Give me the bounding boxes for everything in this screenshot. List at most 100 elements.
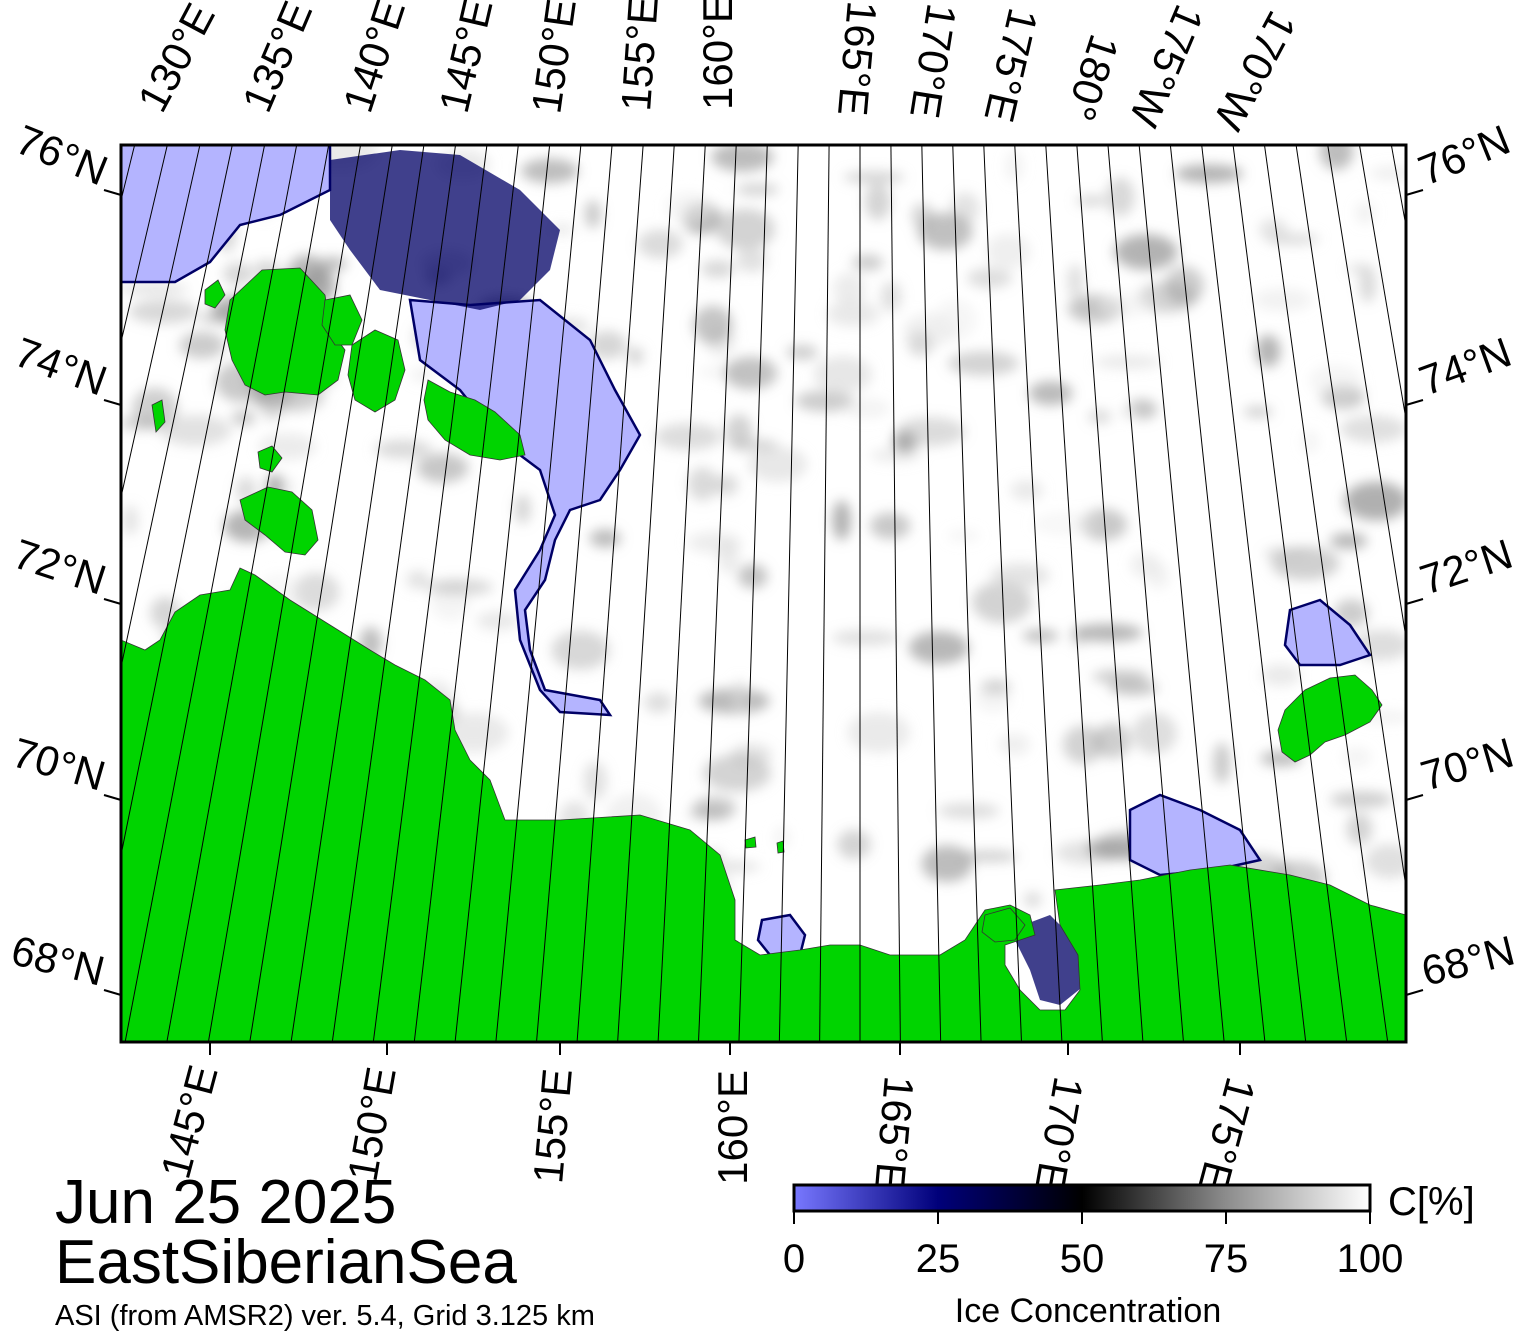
ice-texture-patch bbox=[725, 414, 753, 448]
ice-texture-patch bbox=[947, 529, 981, 542]
ice-texture-patch bbox=[1369, 165, 1406, 181]
date-title: Jun 25 2025 bbox=[55, 1168, 397, 1237]
meridian-line bbox=[617, 145, 675, 1042]
meridian-line bbox=[983, 145, 1023, 1042]
source-note: ASI (from AMSR2) ver. 5.4, Grid 3.125 km bbox=[55, 1300, 595, 1332]
meridian-line bbox=[1014, 145, 1063, 1042]
ice-texture-patch bbox=[1093, 723, 1131, 759]
ice-texture-patch bbox=[1365, 843, 1406, 879]
ice-texture-patch bbox=[917, 213, 973, 250]
ice-texture-patch bbox=[410, 367, 435, 383]
ice-texture-patch bbox=[406, 570, 430, 589]
lat-label-right-74: 74°N bbox=[1413, 328, 1517, 404]
meridian-line bbox=[331, 145, 457, 1042]
ice-texture-patch bbox=[748, 446, 807, 482]
meridian-line bbox=[921, 145, 942, 1042]
ice-texture-patch bbox=[374, 439, 432, 459]
ice-texture-patch bbox=[735, 183, 780, 196]
ice-texture-patch bbox=[627, 347, 644, 365]
lat-label-right-70: 70°N bbox=[1416, 729, 1519, 800]
ice-texture-patch bbox=[975, 685, 1012, 713]
meridian-line bbox=[166, 145, 330, 1042]
meridian-line bbox=[1107, 145, 1184, 1042]
lon-label-bottom-150e: 150°E bbox=[339, 1063, 405, 1184]
small-island-3 bbox=[204, 279, 226, 309]
meridian-line bbox=[290, 145, 425, 1042]
ice-texture-patch bbox=[687, 467, 718, 501]
ice-texture-patch bbox=[731, 678, 748, 714]
lyakhovsky-island bbox=[239, 486, 319, 556]
ice-texture-patch bbox=[1266, 233, 1320, 246]
ice-texture-patch bbox=[1075, 195, 1108, 206]
ice-texture-patch bbox=[728, 438, 779, 452]
colorbar-unit: C[%] bbox=[1388, 1180, 1475, 1224]
ice-texture-patch bbox=[1118, 407, 1139, 419]
ice-texture-patch bbox=[723, 356, 778, 390]
ice-texture-patch bbox=[1329, 533, 1368, 549]
ice-texture-patch bbox=[1005, 150, 1024, 182]
lon-label-bottom-175e: 175°E bbox=[1190, 1073, 1265, 1196]
low-ice-areas bbox=[121, 145, 1372, 957]
lat-label-left-74: 74°N bbox=[9, 328, 113, 404]
ice-texture-patch bbox=[1253, 288, 1313, 312]
ice-texture-patch bbox=[1319, 145, 1354, 170]
colorbar-tick-0: 0 bbox=[783, 1237, 805, 1281]
ice-texture-patch bbox=[1137, 281, 1197, 313]
colorbar: 0 25 50 75 100 C[%] Ice Concentration bbox=[783, 1180, 1475, 1330]
land-areas bbox=[121, 267, 1406, 1042]
map-body bbox=[121, 145, 1406, 1042]
ice-texture-patch bbox=[947, 351, 1019, 376]
ice-texture-patch bbox=[583, 761, 607, 801]
region-title: EastSiberianSea bbox=[55, 1228, 517, 1297]
chukotka-coast-low-ice bbox=[1128, 793, 1263, 877]
ice-texture-patch bbox=[1359, 267, 1377, 303]
meridian-line bbox=[0, 0, 104, 823]
ice-texture-patch bbox=[1329, 791, 1393, 808]
ice-texture-patch bbox=[1346, 813, 1373, 845]
ice-texture-patch bbox=[738, 564, 768, 589]
lon-label-top-135e: 135°E bbox=[233, 0, 321, 119]
map-frame bbox=[119, 143, 1408, 1044]
ice-texture-patch bbox=[1243, 406, 1273, 418]
ice-texture-patch bbox=[589, 529, 621, 548]
lon-label-top-175e: 175°E bbox=[975, 4, 1047, 127]
lon-label-top-145e: 145°E bbox=[430, 0, 502, 117]
lon-label-top-155e: 155°E bbox=[612, 0, 667, 113]
ice-texture-patch bbox=[1261, 664, 1301, 687]
meridian-line bbox=[1295, 145, 1406, 891]
lat-label-right-68: 68°N bbox=[1417, 926, 1519, 994]
ice-texture-patch bbox=[880, 281, 902, 312]
ice-texture-patch bbox=[1080, 508, 1128, 541]
laptev-mixed-ice bbox=[330, 150, 560, 310]
ice-texture-patch bbox=[934, 299, 977, 340]
ice-texture-patch bbox=[896, 417, 966, 447]
ice-texture-patch bbox=[921, 845, 973, 882]
meridian-line bbox=[1076, 145, 1144, 1042]
lon-label-bottom-145e: 145°E bbox=[152, 1060, 227, 1183]
meridian-line bbox=[952, 145, 982, 1042]
lon-label-top-175w: 175°W bbox=[1120, 0, 1213, 134]
lat-label-left-68: 68°N bbox=[7, 926, 109, 994]
ice-texture-patch bbox=[231, 410, 256, 426]
ice-texture-patch bbox=[972, 581, 1032, 624]
meridian-line bbox=[536, 145, 613, 1042]
aion-island bbox=[981, 907, 1026, 943]
lon-label-top-150e: 150°E bbox=[522, 0, 585, 116]
lon-label-bottom-165e: 165°E bbox=[866, 1074, 923, 1193]
colorbar-tick-25: 25 bbox=[916, 1237, 961, 1281]
meridian-line bbox=[657, 145, 706, 1042]
small-island-1 bbox=[257, 445, 283, 473]
ice-texture-patch bbox=[1094, 355, 1162, 369]
ice-texture-patch bbox=[1092, 670, 1150, 684]
ice-texture-patch bbox=[425, 579, 494, 596]
ice-texture-patch bbox=[831, 630, 900, 646]
meridian-line bbox=[249, 145, 393, 1042]
lat-label-right-72: 72°N bbox=[1414, 530, 1518, 604]
meridian-line bbox=[121, 145, 266, 858]
ice-texture-patch bbox=[718, 540, 740, 574]
tick-marks bbox=[103, 189, 1424, 1055]
meridian-line bbox=[697, 145, 737, 1042]
ice-texture-patch bbox=[837, 829, 871, 860]
ice-texture-patch bbox=[869, 512, 911, 540]
ice-texture-patch bbox=[1130, 552, 1161, 578]
